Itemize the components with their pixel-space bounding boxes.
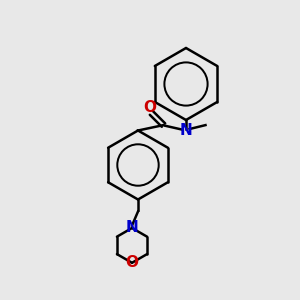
Text: O: O: [125, 255, 139, 270]
Text: O: O: [143, 100, 157, 115]
Text: N: N: [180, 123, 192, 138]
Text: N: N: [126, 220, 138, 236]
